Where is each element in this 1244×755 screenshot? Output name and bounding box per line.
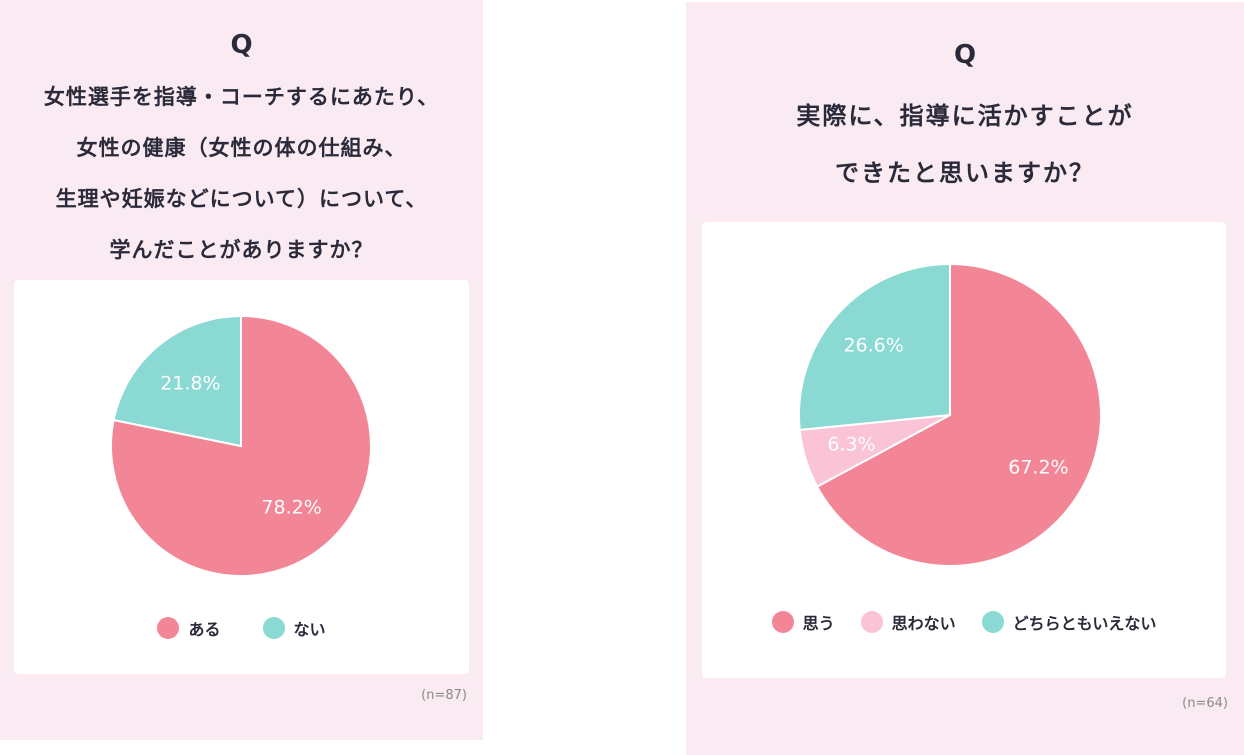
chart-card: 67.2% 6.3% 26.6% 思う 思わない どちらともいえない — [702, 222, 1226, 678]
legend-label: ある — [188, 620, 221, 639]
sample-size-note: (n=64) — [1182, 696, 1228, 711]
sample-size-note: (n=87) — [421, 688, 467, 703]
slice-label-1: 67.2% — [1008, 456, 1068, 478]
legend-label: ない — [293, 620, 326, 639]
chart-card: 78.2% 21.8% ある ない — [14, 280, 469, 674]
slice-label-2: 21.8% — [160, 373, 220, 395]
question-mark: Q — [953, 40, 977, 70]
legend-label: 思う — [802, 614, 835, 633]
left-question-panel: Q 女性選手を指導・コーチするにあたり、 女性の健康（女性の体の仕組み、 生理や… — [0, 0, 483, 740]
legend-swatch — [860, 611, 883, 633]
pie-chart: 78.2% 21.8% — [110, 314, 372, 577]
slice-label-1: 78.2% — [261, 496, 321, 518]
legend-item: 思う — [771, 610, 835, 634]
legend-swatch — [157, 617, 180, 639]
question-text: 実際に、指導に活かすことが できたと思いますか？ — [796, 102, 1134, 187]
chart-legend: 思う 思わない どちらともいえない — [702, 610, 1226, 634]
legend-swatch — [771, 611, 794, 633]
pie-chart: 67.2% 6.3% 26.6% — [798, 262, 1102, 567]
legend-item: ある — [157, 616, 221, 640]
legend-swatch — [262, 617, 285, 639]
slice-label-3: 26.6% — [843, 334, 903, 356]
right-question-panel: Q 実際に、指導に活かすことが できたと思いますか？ 67.2% 6.3% 26.6… — [686, 2, 1244, 755]
slice-label-2: 6.3% — [827, 434, 875, 456]
legend-item: 思わない — [860, 610, 956, 634]
pie-slice-2 — [112, 314, 242, 448]
legend-swatch — [981, 611, 1004, 633]
legend-item: どちらともいえない — [981, 610, 1157, 634]
legend-label: どちらともいえない — [1012, 614, 1157, 633]
pie-slice-3 — [798, 262, 951, 431]
question-mark: Q — [230, 30, 253, 60]
chart-legend: ある ない — [14, 616, 469, 640]
legend-item: ない — [262, 616, 326, 640]
legend-label: 思わない — [891, 614, 956, 633]
question-text: 女性選手を指導・コーチするにあたり、 女性の健康（女性の体の仕組み、 生理や妊娠… — [43, 85, 440, 262]
pie-slice-1 — [110, 314, 372, 577]
pie-slice-1 — [815, 262, 1102, 567]
